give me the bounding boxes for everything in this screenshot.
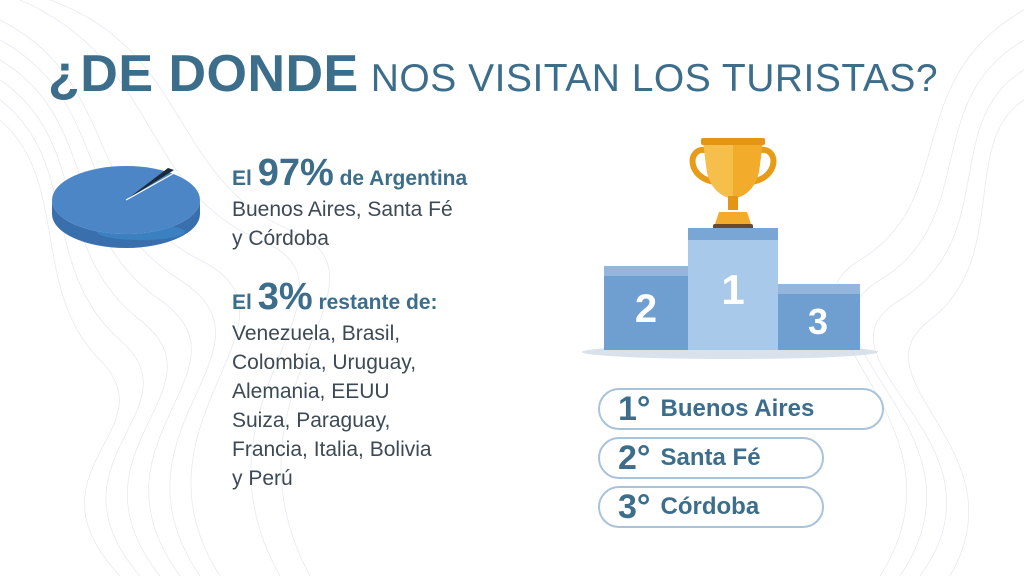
title-bold: ¿DE DONDE xyxy=(48,45,359,103)
title-light: NOS VISITAN LOS TURISTAS? xyxy=(370,57,939,100)
others-line: Francia, Italia, Bolivia xyxy=(232,438,432,461)
others-suffix: restante de: xyxy=(318,291,438,314)
others-lines: Venezuela, Brasil, Colombia, Uruguay, Al… xyxy=(232,319,562,493)
argentina-percent: 97% xyxy=(257,152,334,194)
others-block: El 3% restante de: Venezuela, Brasil, Co… xyxy=(232,276,562,493)
ranking-item-1: 1° Buenos Aires xyxy=(598,388,884,430)
others-line: y Perú xyxy=(232,467,293,490)
ranking-item-2: 2° Santa Fé xyxy=(598,437,824,479)
others-line: Venezuela, Brasil, xyxy=(232,322,401,345)
podium-first: 1 xyxy=(688,228,778,350)
pie-slice-edge xyxy=(125,171,177,201)
others-headline: El 3% restante de: xyxy=(232,276,562,319)
ranking-rank: 2° xyxy=(618,438,651,477)
trophy-icon xyxy=(689,138,777,234)
ranking-rank: 3° xyxy=(618,487,651,526)
others-percent: 3% xyxy=(257,276,313,318)
ranking-rank: 1° xyxy=(618,389,651,428)
page-title: ¿DE DONDE NOS VISITAN LOS TURISTAS? xyxy=(48,44,988,114)
others-line: Alemania, EEUU xyxy=(232,380,390,403)
argentina-line: Buenos Aires, Santa Fé xyxy=(232,198,453,221)
pie-slice-other xyxy=(126,168,174,200)
argentina-lines: Buenos Aires, Santa Fé y Córdoba xyxy=(232,195,562,253)
ranking-item-3: 3° Córdoba xyxy=(598,486,824,528)
podium: 2 3 1 xyxy=(582,228,878,359)
podium-third: 3 xyxy=(776,284,860,350)
ranking-place: Santa Fé xyxy=(660,444,761,471)
pie-side xyxy=(52,200,200,248)
ranking-place: Córdoba xyxy=(660,493,760,520)
podium-first-label: 1 xyxy=(721,266,744,313)
argentina-prefix: El xyxy=(232,167,252,190)
argentina-suffix: de Argentina xyxy=(339,167,468,190)
others-line: Colombia, Uruguay, xyxy=(232,351,417,374)
argentina-headline: El 97% de Argentina xyxy=(232,152,562,195)
podium-second-label: 2 xyxy=(635,287,657,331)
argentina-line: y Córdoba xyxy=(232,227,329,250)
podium-second: 2 xyxy=(604,266,692,350)
podium-third-label: 3 xyxy=(808,301,828,342)
argentina-block: El 97% de Argentina Buenos Aires, Santa … xyxy=(232,152,562,253)
ranking-place: Buenos Aires xyxy=(660,395,815,422)
pie-chart xyxy=(52,166,200,248)
others-line: Suiza, Paraguay, xyxy=(232,409,391,432)
others-prefix: El xyxy=(232,291,252,314)
